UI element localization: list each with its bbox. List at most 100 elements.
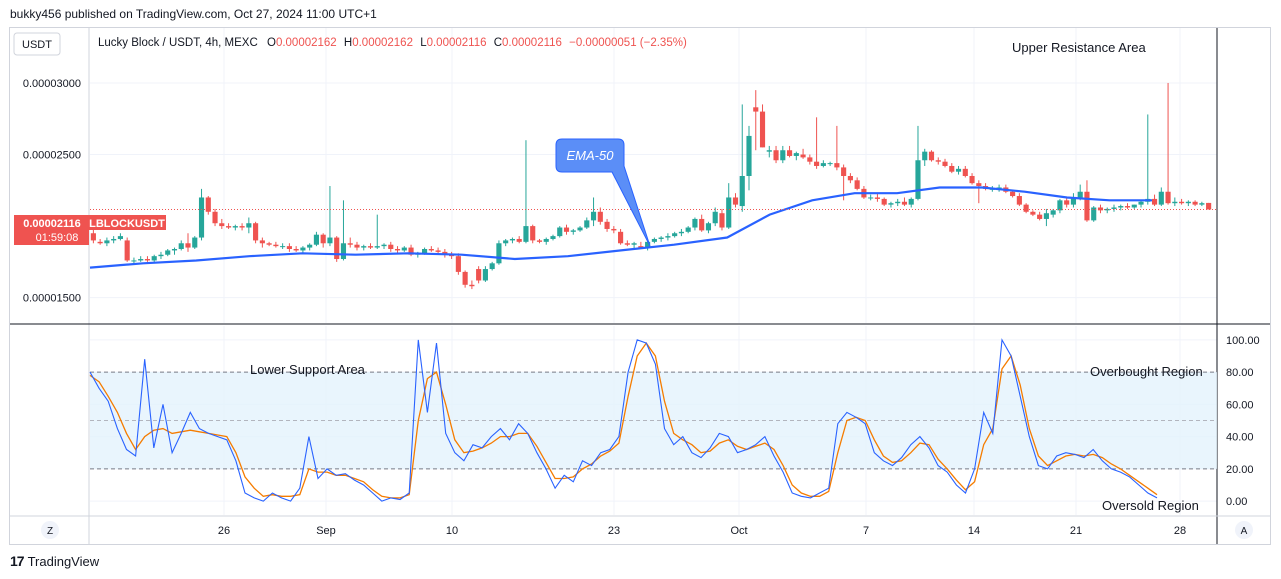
candle-body [435, 250, 441, 252]
candle-body [509, 238, 516, 241]
candle-body [658, 237, 664, 239]
candle-body [955, 168, 962, 172]
candle-body [834, 163, 840, 168]
candle-body [246, 223, 252, 228]
z-button[interactable] [41, 521, 59, 539]
time-tick-label: 28 [1174, 525, 1186, 537]
legend-c-value: 0.00002116 [502, 37, 562, 49]
time-tick-label: 7 [863, 525, 869, 537]
candle-body [874, 197, 880, 199]
candle-body [293, 249, 299, 251]
candle-body [908, 198, 914, 205]
candle-body [151, 256, 157, 261]
candle-body [523, 226, 529, 242]
candle-body [786, 150, 793, 156]
candle-body [962, 168, 968, 176]
candle-body [1185, 201, 1191, 204]
price-tick-label: 0.00001500 [23, 293, 81, 305]
candle-body [1206, 202, 1212, 210]
candle-body [212, 211, 218, 224]
candle-body [969, 176, 975, 184]
candle-body [171, 249, 178, 251]
candle-body [685, 227, 691, 232]
candle-body [543, 238, 549, 242]
candle-body [557, 227, 563, 237]
candle-body [307, 244, 313, 248]
candle-body [367, 246, 374, 248]
candle-body [482, 269, 488, 281]
currency-button[interactable] [13, 32, 61, 56]
time-axis: 26 Sep 10 23 Oct 7 14 21 28 [218, 525, 1186, 537]
candle-body [111, 238, 117, 241]
candle-body [1016, 196, 1022, 205]
candle-body [651, 238, 657, 242]
stoch-tick-label: 60.00 [1226, 399, 1254, 411]
candle-body [854, 180, 860, 189]
upper-resistance-label: Upper Resistance Area [1012, 40, 1146, 55]
candle-body [638, 246, 644, 248]
stoch-tick-label: 40.00 [1226, 432, 1254, 444]
candle-body [131, 260, 137, 262]
candle-body [1050, 210, 1056, 215]
candle-body [239, 226, 245, 228]
oversold-label: Oversold Region [1102, 498, 1199, 513]
stoch-tick-label: 80.00 [1226, 367, 1254, 379]
candle-body [347, 243, 353, 245]
candle-body [90, 233, 96, 241]
candle-body [117, 236, 123, 239]
candle-body [536, 240, 543, 242]
candle-body [1043, 213, 1049, 219]
candle-body [928, 151, 935, 161]
candle-body [455, 256, 461, 272]
candle-body [327, 237, 333, 244]
legend-line: Lucky Block / USDT, 4h, MEXC O0.00002162… [98, 37, 687, 49]
price-tick-label: 0.00002500 [23, 150, 81, 162]
candle-body [942, 161, 948, 166]
candle-body [665, 236, 671, 238]
candle-body [185, 243, 191, 248]
candle-body [489, 263, 495, 270]
price-tick-label: 0.00003000 [23, 78, 81, 90]
candle-body [259, 240, 265, 244]
candle-body [198, 197, 205, 238]
candle-body [422, 249, 428, 254]
candle-body [841, 167, 847, 176]
candle-body [1010, 191, 1016, 197]
ema-50-line [89, 186, 1152, 269]
a-button[interactable] [1235, 521, 1253, 539]
candle-body [692, 218, 698, 228]
candle-body [165, 250, 171, 255]
candle-body [699, 218, 705, 231]
ticker-badge-label: LBLOCKUSDT [89, 218, 165, 230]
candle-body [1118, 206, 1124, 208]
candle-body [753, 107, 759, 112]
ema-callout-text: EMA-50 [567, 148, 615, 163]
candle-body [476, 269, 482, 281]
z-button-label: Z [47, 526, 53, 537]
candle-body [469, 284, 475, 287]
candle-body [253, 223, 259, 241]
candle-body [766, 150, 772, 152]
candle-body [888, 203, 894, 205]
candle-body [577, 227, 583, 231]
candle-body [976, 183, 982, 187]
candle-body [604, 221, 610, 229]
candle-body [401, 247, 407, 251]
time-tick-label: 14 [968, 525, 980, 537]
candle-body [266, 243, 272, 245]
legend-o-value: 0.00002162 [276, 37, 337, 49]
legend-o-label: O [267, 37, 276, 49]
candle-body [705, 223, 712, 231]
candle-body [570, 230, 576, 232]
candle-body [881, 198, 887, 205]
candle-body [286, 246, 292, 249]
candle-body [496, 243, 502, 264]
candle-body [773, 150, 779, 161]
candle-body [807, 157, 813, 162]
candle-body [1151, 198, 1158, 205]
candle-body [847, 176, 853, 181]
candle-body [597, 211, 603, 222]
candle-body [732, 197, 739, 205]
candle-body [584, 220, 590, 228]
